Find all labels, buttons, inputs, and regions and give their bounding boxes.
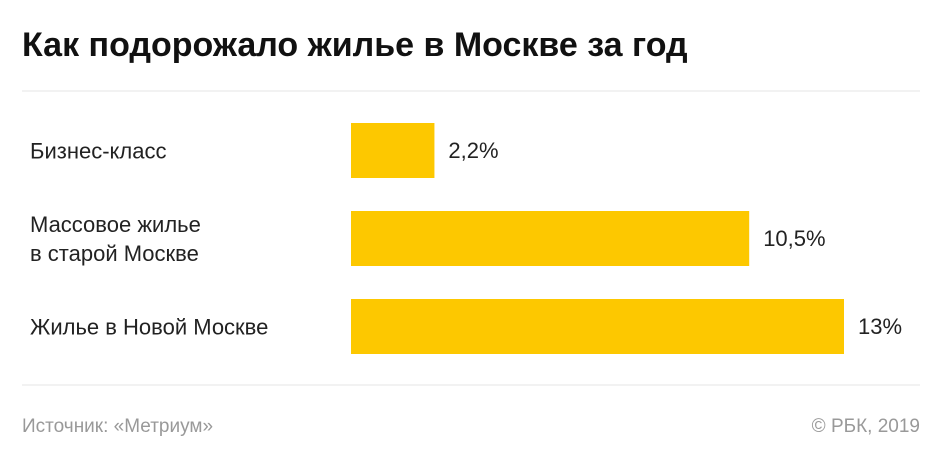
chart-title: Как подорожало жилье в Москве за год: [22, 26, 688, 64]
bar: [351, 123, 435, 178]
category-label: Бизнес-класс: [30, 138, 167, 163]
bar: [351, 299, 844, 354]
value-label: 13%: [858, 313, 903, 339]
bar: [351, 211, 750, 266]
credit: © РБК, 2019: [811, 416, 920, 437]
source: Источник: «Метриум»: [22, 416, 214, 437]
value-label: 10,5%: [763, 225, 826, 251]
value-label: 2,2%: [448, 137, 499, 163]
category-label: Жилье в Новой Москве: [30, 314, 269, 339]
category-label: Массовое жилье в старой Москве: [30, 211, 201, 266]
